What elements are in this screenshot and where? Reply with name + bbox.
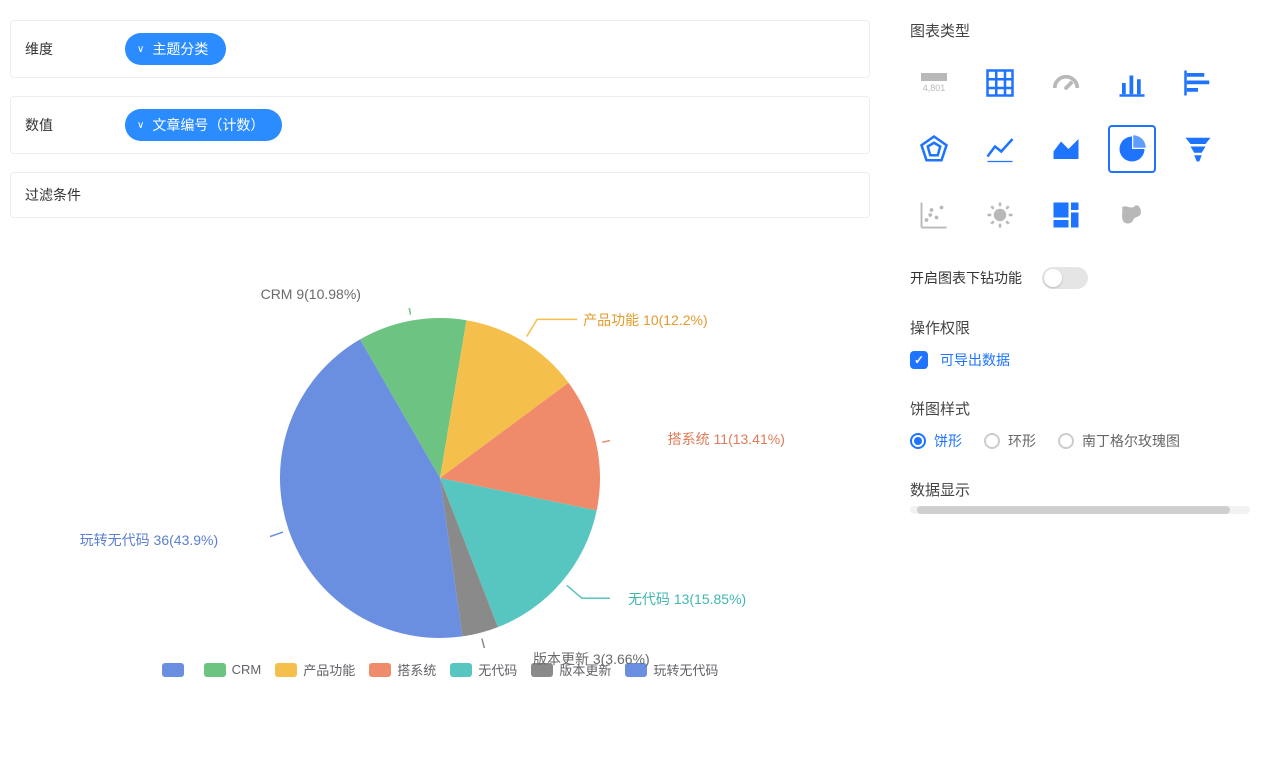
chart-type-scatter[interactable] [910,191,958,239]
pie-slice-label: 搭系统 11(13.41%) [668,429,785,449]
filter-row[interactable]: 过滤条件 [10,172,870,218]
dimension-row: 维度 ∨ 主题分类 [10,20,870,78]
filter-label: 过滤条件 [25,185,85,205]
drill-label: 开启图表下钻功能 [910,268,1022,288]
metric-label: 数值 [25,115,85,135]
chart-type-pie[interactable] [1108,125,1156,173]
radio-label: 南丁格尔玫瑰图 [1082,431,1180,451]
pie-style-option[interactable]: 饼形 [910,431,962,451]
dimension-pill-text: 主题分类 [152,39,208,59]
dimension-label: 维度 [25,39,85,59]
legend-label: CRM [232,662,262,677]
pie-slice-label: CRM 9(10.98%) [261,286,361,302]
chart-type-map[interactable] [1108,191,1156,239]
dimension-pill[interactable]: ∨ 主题分类 [125,33,226,65]
chart-area: CRM 9(10.98%)产品功能 10(12.2%)搭系统 11(13.41%… [10,236,870,751]
radio-label: 环形 [1008,431,1036,451]
chart-type-radar[interactable] [910,125,958,173]
legend-swatch [531,663,553,677]
metric-pill-text: 文章编号（计数） [152,115,264,135]
pie-chart[interactable]: CRM 9(10.98%)产品功能 10(12.2%)搭系统 11(13.41%… [270,308,610,648]
scrollbar[interactable] [910,506,1250,514]
chart-type-treemap[interactable] [1042,191,1090,239]
pie-style-options: 饼形 环形 南丁格尔玫瑰图 [910,431,1250,451]
data-display-title: 数据显示 [910,479,1250,500]
legend-swatch [369,663,391,677]
legend-label: 无代码 [478,660,517,679]
radio-icon [910,433,926,449]
legend-label: 版本更新 [559,660,611,679]
chevron-down-icon: ∨ [137,44,144,55]
legend-item[interactable]: 产品功能 [275,660,355,679]
legend-swatch [450,663,472,677]
pie-slice-label: 玩转无代码 36(43.9%) [80,530,218,550]
chevron-down-icon: ∨ [137,120,144,131]
chart-type-sunburst[interactable] [976,191,1024,239]
radio-icon [1058,433,1074,449]
pie-slice-label: 无代码 13(15.85%) [628,589,746,609]
legend-item[interactable]: 无代码 [450,660,517,679]
legend-swatch [275,663,297,677]
chart-type-kpi[interactable]: 4,801 [910,59,958,107]
metric-pill[interactable]: ∨ 文章编号（计数） [125,109,282,141]
export-checkbox-row[interactable]: ✓ 可导出数据 [910,350,1250,370]
pie-style-title: 饼图样式 [910,398,1250,419]
chart-type-gauge[interactable] [1042,59,1090,107]
legend-label: 搭系统 [397,660,436,679]
legend-item[interactable]: 玩转无代码 [625,660,718,679]
chart-type-hbar[interactable] [1174,59,1222,107]
legend-item[interactable]: 搭系统 [369,660,436,679]
chart-type-line[interactable] [976,125,1024,173]
drill-toggle[interactable] [1042,267,1088,289]
chart-type-grid: 4,801 [910,59,1250,239]
radio-label: 饼形 [934,431,962,451]
chart-type-bar[interactable] [1108,59,1156,107]
metric-row: 数值 ∨ 文章编号（计数） [10,96,870,154]
chart-type-funnel[interactable] [1174,125,1222,173]
legend-swatch [625,663,647,677]
chart-type-area[interactable] [1042,125,1090,173]
chart-type-table[interactable] [976,59,1024,107]
export-label: 可导出数据 [940,350,1010,370]
settings-panel: 图表类型 4,801 开启图表下钻功能 操作权限 ✓ 可导出数据 饼图样式 饼形… [880,0,1280,761]
legend-swatch [204,663,226,677]
legend-swatch [162,663,184,677]
pie-style-option[interactable]: 环形 [984,431,1036,451]
legend: CRM 产品功能 搭系统 无代码 版本更新 玩转无代码 [162,660,719,679]
legend-item[interactable]: CRM [204,660,262,679]
legend-label: 产品功能 [303,660,355,679]
checkbox-checked-icon: ✓ [910,351,928,369]
chart-type-title: 图表类型 [910,20,1250,41]
pie-style-option[interactable]: 南丁格尔玫瑰图 [1058,431,1180,451]
legend-label: 玩转无代码 [653,660,718,679]
permissions-title: 操作权限 [910,317,1250,338]
legend-item[interactable]: 版本更新 [531,660,611,679]
legend-item[interactable] [162,660,190,679]
drill-toggle-row: 开启图表下钻功能 [910,267,1250,289]
radio-icon [984,433,1000,449]
